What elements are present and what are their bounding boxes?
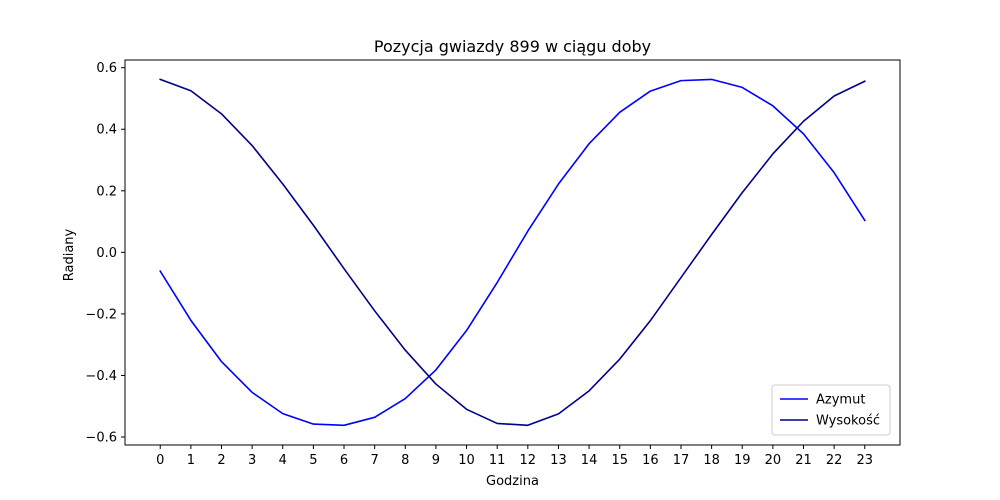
x-tick-label: 1: [187, 453, 195, 468]
y-tick-label: 0.6: [96, 61, 117, 76]
x-tick-label: 2: [217, 453, 225, 468]
x-tick-label: 7: [371, 453, 379, 468]
chart-title: Pozycja gwiazdy 899 w ciągu doby: [374, 37, 651, 56]
y-tick-label: −0.6: [85, 430, 117, 445]
x-tick-label: 17: [673, 453, 690, 468]
x-axis-label: Godzina: [486, 474, 539, 489]
x-tick-label: 5: [309, 453, 317, 468]
x-tick-label: 3: [248, 453, 256, 468]
x-tick-label: 21: [795, 453, 812, 468]
legend-entry-2: Wysokość: [816, 414, 880, 429]
y-tick-label: 0.4: [96, 123, 117, 138]
x-tick-label: 10: [458, 453, 475, 468]
x-tick-label: 20: [765, 453, 782, 468]
x-tick-label: 0: [156, 453, 164, 468]
x-tick-label: 8: [401, 453, 409, 468]
x-tick-label: 18: [703, 453, 720, 468]
x-tick-label: 9: [432, 453, 440, 468]
y-tick-label: 0.2: [96, 184, 117, 199]
x-tick-label: 4: [279, 453, 287, 468]
x-tick-label: 13: [550, 453, 567, 468]
x-tick-label: 16: [642, 453, 659, 468]
x-tick-label: 14: [581, 453, 598, 468]
x-tick-label: 11: [489, 453, 506, 468]
x-tick-label: 15: [611, 453, 628, 468]
legend: Azymut Wysokość: [771, 384, 891, 436]
series-line-1: [159, 78, 866, 427]
x-tick-label: 23: [856, 453, 873, 468]
y-axis-label: Radiany: [62, 228, 77, 281]
x-tick-label: 6: [340, 453, 348, 468]
y-tick-label: −0.4: [85, 369, 117, 384]
x-tick-label: 12: [520, 453, 537, 468]
y-tick-label: 0.0: [96, 246, 117, 261]
series-line-2: [159, 78, 866, 427]
legend-entry-1: Azymut: [816, 393, 865, 408]
y-tick-label: −0.2: [85, 307, 117, 322]
x-tick-label: 19: [734, 453, 751, 468]
legend-box: [771, 384, 891, 436]
x-tick-label: 22: [826, 453, 843, 468]
plot-area: 0 1 2 3 4 5 6 7 8 9 10 11 12 13 14 15 16 17 18 19 20 21 22 23−0…: [85, 59, 901, 468]
